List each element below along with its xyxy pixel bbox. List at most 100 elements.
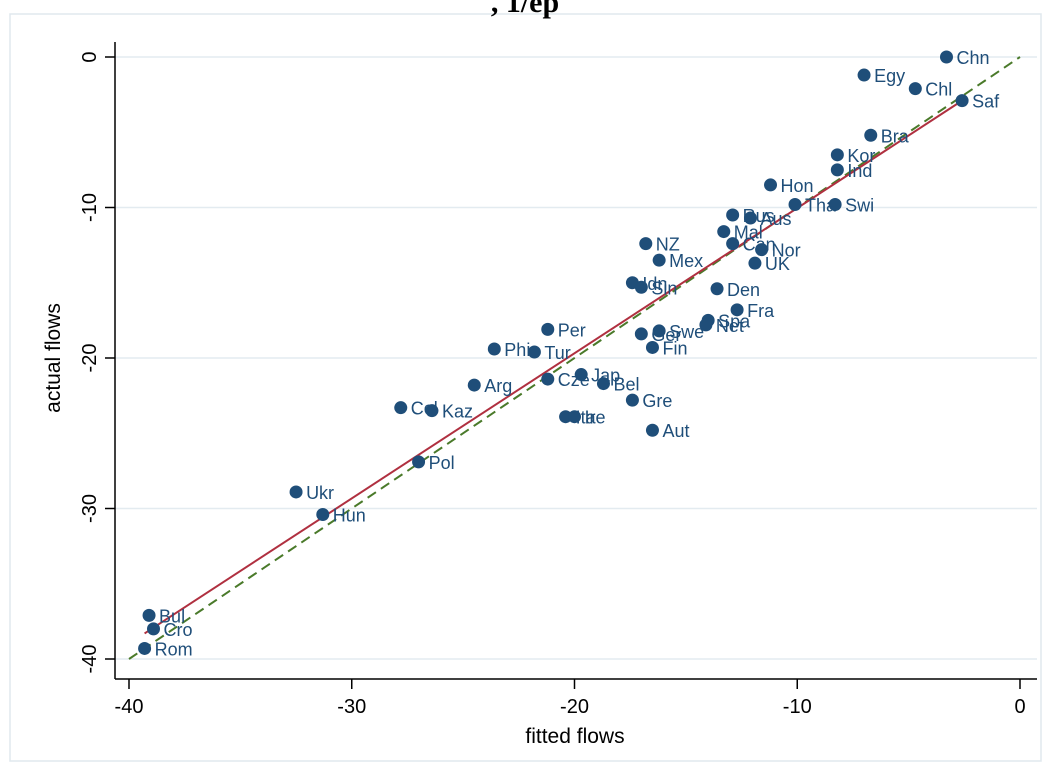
point-label: Net — [716, 316, 744, 336]
data-point — [394, 401, 408, 415]
point-label: Aus — [760, 209, 791, 229]
data-point — [939, 50, 953, 64]
data-point — [857, 68, 871, 82]
data-point — [634, 327, 648, 341]
fitted-line — [144, 99, 963, 635]
data-point — [639, 237, 653, 251]
point-label: Hon — [781, 176, 814, 196]
data-point — [316, 508, 330, 522]
data-point — [147, 622, 161, 636]
point-label: Cze — [558, 370, 590, 390]
x-axis-label: fitted flows — [525, 725, 624, 748]
data-point — [412, 455, 426, 469]
point-label: Ger — [651, 325, 681, 345]
data-point — [717, 225, 731, 239]
point-label: Phi — [504, 340, 530, 360]
data-point — [652, 253, 666, 267]
y-tick-label: -20 — [79, 344, 101, 373]
data-point — [755, 243, 769, 257]
point-label: Fin — [662, 338, 687, 358]
chart-title: , 1/ep — [491, 0, 559, 19]
data-point — [568, 410, 581, 424]
point-label: Den — [727, 280, 760, 300]
data-point — [541, 372, 555, 386]
plot-area — [115, 42, 1037, 679]
axes — [114, 42, 1037, 680]
point-label: Idn — [642, 274, 667, 294]
point-label: Mex — [669, 251, 703, 271]
data-point — [830, 148, 844, 162]
point-label: Spa — [718, 311, 751, 331]
data-point — [726, 237, 740, 251]
data-point — [730, 303, 744, 317]
y-tick-label: -40 — [79, 645, 101, 674]
point-label: Bra — [881, 126, 910, 146]
point-label: NZ — [656, 235, 680, 255]
gridlines — [115, 56, 1037, 660]
data-point — [788, 197, 802, 211]
point-label: Bel — [613, 375, 639, 395]
data-point — [559, 410, 573, 424]
data-point — [955, 94, 969, 108]
point-label: Chl — [925, 80, 952, 100]
point-label: Gre — [642, 391, 672, 411]
point-label: UK — [765, 254, 790, 274]
point-label: Saf — [972, 92, 1000, 112]
point-label: Mal — [734, 223, 763, 243]
data-point — [138, 641, 152, 655]
point-label: Ita — [576, 408, 597, 428]
data-point — [764, 178, 778, 192]
reference-lines — [128, 56, 1021, 660]
point-label: Swe — [669, 322, 704, 342]
data-point — [289, 485, 303, 499]
point-label: Rom — [155, 639, 193, 659]
point-label: Swi — [845, 195, 874, 215]
point-label: Ind — [847, 161, 872, 181]
point-label: Bul — [159, 606, 185, 626]
data-point — [748, 256, 762, 270]
x-ticks: -40 -30 -20 -10 0 — [115, 679, 1026, 718]
data-point — [541, 322, 555, 336]
point-label: Tur — [544, 343, 570, 363]
data-point — [625, 393, 639, 407]
point-label: Ire — [585, 408, 606, 428]
data-point — [634, 280, 648, 294]
data-point — [425, 404, 439, 418]
data-point — [574, 368, 588, 382]
x-tick-label: -20 — [560, 696, 589, 718]
data-point — [908, 82, 922, 96]
x-tick-label: -40 — [115, 696, 144, 718]
point-label: Tha — [805, 195, 837, 215]
data-point — [596, 377, 610, 391]
point-label: Sin — [651, 278, 677, 298]
y-tick-label: 0 — [79, 51, 101, 62]
point-label: Kaz — [442, 402, 473, 422]
point-label: Arg — [484, 376, 512, 396]
x-tick-label: 0 — [1014, 696, 1025, 718]
y-tick-label: -30 — [79, 494, 101, 523]
data-point — [864, 128, 878, 142]
data-point — [699, 318, 713, 332]
x-tick-label: -30 — [337, 696, 366, 718]
point-label: Hun — [333, 506, 366, 526]
point-label: Pol — [429, 453, 455, 473]
point-label: Cro — [164, 620, 193, 640]
y-axis-label: actual flows — [42, 303, 65, 413]
point-label: Aut — [662, 421, 689, 441]
data-point — [830, 163, 844, 177]
diagonal-reference-line — [128, 56, 1021, 660]
y-ticks: 0 -10 -20 -30 -40 — [79, 51, 115, 673]
data-point — [467, 378, 481, 392]
y-tick-label: -10 — [79, 193, 101, 222]
data-point — [645, 423, 659, 437]
point-label: Nor — [772, 241, 801, 261]
x-tick-label: -10 — [783, 696, 812, 718]
data-point — [487, 342, 501, 356]
point-label: Ukr — [306, 483, 334, 503]
data-point — [726, 208, 740, 222]
point-label: Chn — [956, 48, 989, 68]
data-point — [527, 345, 541, 359]
point-label: Per — [558, 320, 586, 340]
